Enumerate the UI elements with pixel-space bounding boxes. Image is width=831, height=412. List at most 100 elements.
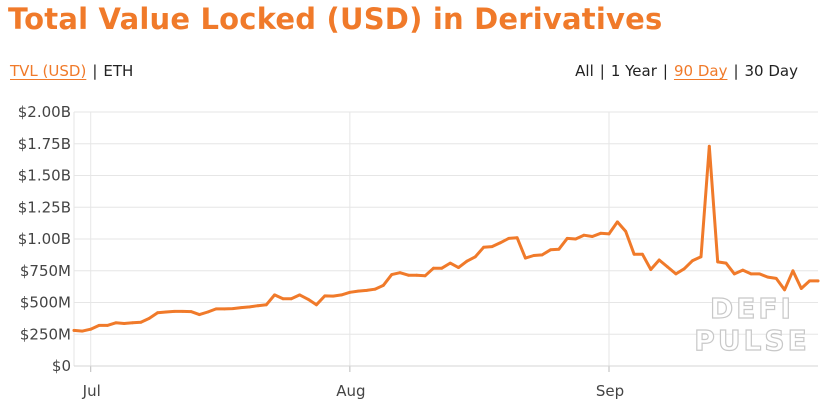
data-point xyxy=(808,279,811,283)
data-point xyxy=(223,307,226,311)
data-point xyxy=(799,287,803,290)
data-point xyxy=(306,297,310,301)
data-point xyxy=(557,247,561,251)
data-point xyxy=(816,279,820,283)
data-point xyxy=(724,261,728,265)
range-option-all[interactable]: All xyxy=(575,62,594,80)
data-point xyxy=(239,306,243,309)
unit-option-tvl-usd[interactable]: TVL (USD) xyxy=(10,62,87,80)
data-point xyxy=(582,233,586,237)
data-point xyxy=(699,255,703,259)
data-point xyxy=(97,324,101,327)
y-tick-label: $2.00B xyxy=(18,103,71,121)
data-point xyxy=(323,294,327,298)
data-point xyxy=(432,266,435,270)
y-tick-label: $1.50B xyxy=(18,167,71,185)
watermark-line-2: PULSE xyxy=(694,324,809,357)
range-toggle: All | 1 Year | 90 Day | 30 Day xyxy=(575,62,798,80)
data-point xyxy=(72,329,76,332)
data-point xyxy=(691,259,694,262)
range-option-1-year[interactable]: 1 Year xyxy=(610,62,657,80)
data-point xyxy=(682,267,686,271)
toggle-separator: | xyxy=(599,62,605,80)
y-tick-label: $0 xyxy=(52,357,71,375)
data-point xyxy=(147,317,151,320)
data-point xyxy=(206,310,210,314)
toggle-separator: | xyxy=(662,62,668,80)
data-point xyxy=(356,289,360,293)
data-point xyxy=(791,269,795,273)
unit-option-eth[interactable]: ETH xyxy=(103,62,134,80)
data-point xyxy=(657,258,661,262)
data-point xyxy=(649,268,653,271)
data-point xyxy=(716,260,720,264)
data-point xyxy=(741,268,745,272)
data-point xyxy=(198,313,201,316)
data-point xyxy=(632,252,636,256)
data-point xyxy=(599,231,603,235)
data-point xyxy=(189,310,193,313)
data-point xyxy=(482,245,485,249)
unit-toggle: TVL (USD) | ETH xyxy=(10,62,133,80)
data-point xyxy=(139,320,143,324)
data-point xyxy=(540,253,544,257)
data-point xyxy=(641,252,644,256)
x-tick-label: Aug xyxy=(336,382,365,400)
y-tick-label: $500M xyxy=(20,294,71,312)
data-point xyxy=(106,324,109,327)
data-point xyxy=(490,245,494,249)
data-point xyxy=(457,266,460,269)
data-point xyxy=(89,327,93,331)
data-point xyxy=(172,310,176,313)
data-point xyxy=(273,293,276,297)
data-point xyxy=(264,303,268,307)
y-tick-label: $1.75B xyxy=(18,135,71,153)
data-point xyxy=(390,273,394,276)
data-point xyxy=(122,322,126,325)
defi-pulse-watermark: DEFI PULSE xyxy=(694,291,809,357)
data-point xyxy=(707,144,711,148)
grid xyxy=(73,111,818,367)
y-tick-label: $1.00B xyxy=(18,230,71,248)
data-point xyxy=(607,232,611,236)
data-point xyxy=(156,311,160,315)
data-point xyxy=(465,259,469,263)
data-point xyxy=(81,329,84,333)
y-tick-label: $250M xyxy=(20,325,71,343)
data-point xyxy=(248,305,252,309)
data-point xyxy=(532,254,536,257)
data-point xyxy=(498,241,502,245)
toggle-separator: | xyxy=(733,62,739,80)
data-point xyxy=(407,273,410,277)
data-point xyxy=(733,272,736,276)
range-option-30-day[interactable]: 30 Day xyxy=(744,62,798,80)
axes: $0 $250M $500M $750M $1.00B $1.25B $1.50B $1.75… xyxy=(18,103,818,400)
range-option-90-day[interactable]: 90 Day xyxy=(673,62,728,80)
data-point xyxy=(574,237,577,241)
data-point xyxy=(549,248,552,252)
data-point xyxy=(181,310,185,313)
data-point xyxy=(373,287,377,291)
data-point xyxy=(214,307,218,311)
data-point xyxy=(315,303,318,307)
data-point xyxy=(524,256,527,260)
data-point xyxy=(758,272,761,276)
data-point xyxy=(448,261,452,265)
data-point xyxy=(624,230,628,233)
series-line-tvl xyxy=(72,144,820,333)
data-point xyxy=(365,289,368,292)
data-point xyxy=(674,272,678,276)
y-tick-label: $750M xyxy=(20,262,71,280)
data-point xyxy=(783,288,786,292)
x-tick-label: Jul xyxy=(82,382,101,400)
data-point xyxy=(515,236,519,240)
chart-title: Total Value Locked (USD) in Derivatives xyxy=(8,2,663,36)
x-tick-label: Sep xyxy=(596,382,624,400)
data-point xyxy=(164,310,168,314)
data-point xyxy=(423,274,427,278)
data-point xyxy=(114,321,118,325)
data-point xyxy=(298,293,302,297)
data-point xyxy=(565,237,569,240)
data-point xyxy=(766,275,770,279)
